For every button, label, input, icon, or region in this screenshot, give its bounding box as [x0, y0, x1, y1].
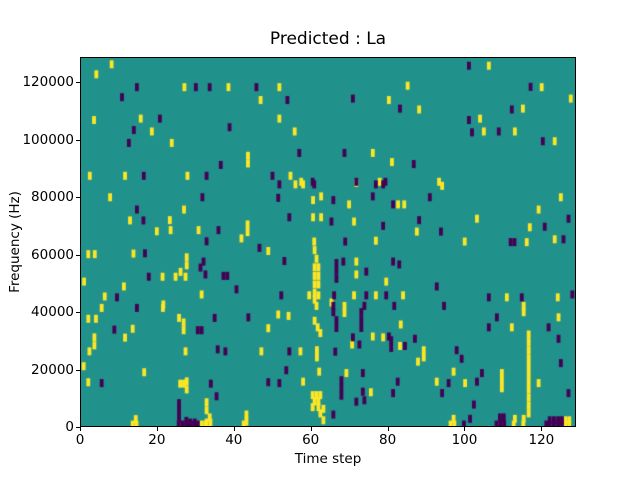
y-tick-label: 40000 — [31, 304, 74, 320]
y-tick-label: 60000 — [31, 246, 74, 263]
x-tick-label: 80 — [379, 432, 397, 448]
y-tick-label: 100000 — [22, 131, 74, 148]
x-tick-mark — [541, 427, 543, 431]
y-tick-label: 20000 — [31, 361, 74, 378]
y-tick-label: 80000 — [31, 189, 74, 205]
y-tick-mark — [76, 312, 80, 313]
x-tick-label: 20 — [148, 432, 166, 448]
y-tick-mark — [76, 254, 80, 256]
y-tick-mark — [76, 427, 80, 428]
x-tick-label: 100 — [451, 432, 478, 448]
y-tick-mark — [76, 82, 80, 83]
chart-title: Predicted : La — [269, 29, 387, 49]
y-tick-label: 120000 — [22, 74, 74, 90]
x-tick-mark — [156, 427, 158, 431]
x-tick-label: 120 — [528, 432, 555, 448]
x-tick-mark — [80, 427, 81, 431]
plot-area — [80, 57, 576, 427]
x-tick-label: 40 — [225, 432, 243, 448]
x-tick-label: 60 — [302, 432, 320, 448]
x-tick-mark — [310, 427, 312, 431]
y-axis-label: Frequency (Hz) — [7, 191, 23, 293]
x-tick-label: 0 — [75, 432, 85, 448]
x-tick-mark — [464, 427, 466, 431]
heatmap-image — [81, 58, 575, 426]
y-tick-mark — [76, 139, 80, 141]
y-tick-mark — [76, 369, 80, 371]
y-tick-label: 0 — [65, 419, 74, 435]
x-tick-mark — [387, 427, 389, 431]
x-tick-mark — [233, 427, 235, 431]
x-axis-label: Time step — [294, 451, 362, 467]
y-tick-mark — [76, 197, 80, 198]
